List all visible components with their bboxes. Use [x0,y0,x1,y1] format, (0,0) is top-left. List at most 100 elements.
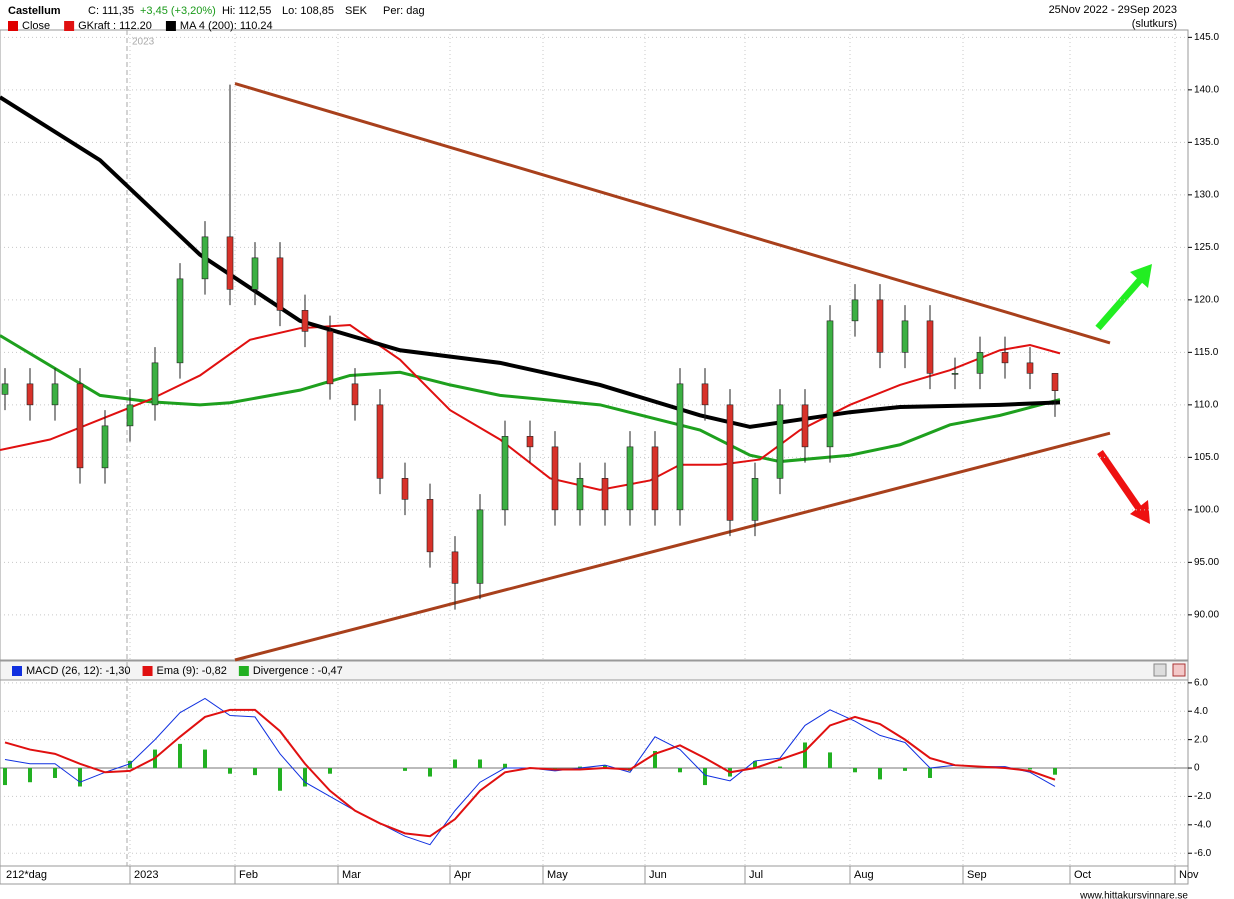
stock-name: Castellum [8,5,61,17]
settings-icon[interactable] [1153,663,1167,677]
candle-body [676,383,684,511]
candle-body [601,478,609,511]
divergence-bar [578,766,582,769]
change: +3,45 (+3,20%) [140,5,216,17]
candle-body [626,446,634,511]
y-tick-label: 120.0 [1194,294,1219,305]
candle-body [301,310,309,332]
candle-body [101,425,109,469]
divergence-bar [428,768,432,777]
divergence-bar [28,768,32,783]
candle-body [476,509,484,584]
candle-body [751,478,759,521]
y-tick-label: 130.0 [1194,189,1219,200]
low: Lo: 108,85 [282,5,334,17]
y-tick-label: 115.0 [1194,347,1219,358]
divergence-bar [128,760,132,769]
divergence-bar [53,768,57,778]
divergence-bar [1053,768,1057,775]
candle-body [926,320,934,374]
candle-body [701,383,709,406]
macd-panel [0,679,1189,867]
legend-swatch [12,666,22,676]
arrows [1095,264,1152,524]
divergence-bar [178,743,182,769]
y-tick-label: 140.0 [1194,84,1219,95]
candle-body [776,404,784,479]
y-tick-label: 110.0 [1194,399,1219,410]
divergence-bar [753,760,757,769]
divergence-bar [478,759,482,769]
panel-icons [1153,663,1186,677]
divergence-bar [503,763,507,769]
candle-body [901,320,909,353]
x-tick-label: Nov [1179,869,1199,881]
y-tick-label: 4.0 [1194,706,1208,717]
x-tick-label: Jun [649,869,667,881]
divergence-bar [678,768,682,773]
candle-body [1051,373,1059,391]
candle-body [26,383,34,406]
close-icon[interactable] [1172,663,1186,677]
macd-legend-bar [0,660,1189,681]
close-price: C: 111,35 [88,5,134,17]
legend-swatch [165,21,176,31]
period: Per: dag [383,5,425,17]
candle-body [426,499,434,553]
candle-body [76,383,84,469]
divergence-bar [778,766,782,769]
divergence-bar [928,768,932,778]
divergence-bar [328,768,332,774]
x-tick-label: Aug [854,869,874,881]
high: Hi: 112,55 [222,5,271,17]
up-arrow-head [1130,264,1152,288]
y-tick-label: 135.0 [1194,137,1219,148]
line-series [0,95,1061,429]
y-tick-label: 90.00 [1194,609,1219,620]
legend-label: Close [22,20,50,32]
candle-body [576,478,584,511]
divergence-bar [403,768,407,771]
candle-body [526,436,534,448]
legend-label: GKraft : 112.20 [78,20,152,32]
x-tick-label: Apr [454,869,471,881]
up-arrow [1095,277,1143,331]
divergence-bar [303,768,307,787]
line-series [4,708,1056,838]
line-series [0,334,1061,464]
candle-body [1026,362,1034,374]
legend-label: Divergence : -0,47 [253,665,343,677]
candle-body [151,362,159,406]
divergence-bar [828,752,832,769]
x-tick-label: Oct [1074,869,1091,881]
candle-body [1,383,9,395]
legend-swatch [8,21,18,31]
currency: SEK [345,5,368,17]
down-arrow [1097,450,1143,512]
candle-body [451,551,459,584]
y-tick-label: 0 [1194,763,1200,774]
x-axis-strip [0,865,1189,885]
candle-body [51,383,59,406]
y-tick-label: 145.0 [1194,32,1219,43]
candle-body [551,446,559,511]
price-mode: (slutkurs) [1132,18,1177,30]
y-tick-label: 6.0 [1194,677,1208,688]
legend-swatch [238,666,249,676]
candle-body [976,352,984,374]
divergence-bar [3,768,7,786]
y-tick-label: -6.0 [1194,848,1212,859]
x-caption: 212*dag [6,869,47,881]
candle-body [126,404,134,427]
date-range: 25Nov 2022 - 29Sep 2023 [1049,4,1177,16]
line-series [234,82,1111,345]
divergence-bar [603,765,607,769]
price-panel [0,29,1189,661]
divergence-bar [228,768,232,774]
line-series [234,431,1111,662]
down-arrow-head [1130,500,1150,524]
y-tick-label: 2.0 [1194,734,1208,745]
x-tick-label: Sep [967,869,987,881]
footer: www.hittakursvinnare.se [1079,891,1188,899]
legend-label: MA 4 (200): 110.24 [180,20,273,32]
